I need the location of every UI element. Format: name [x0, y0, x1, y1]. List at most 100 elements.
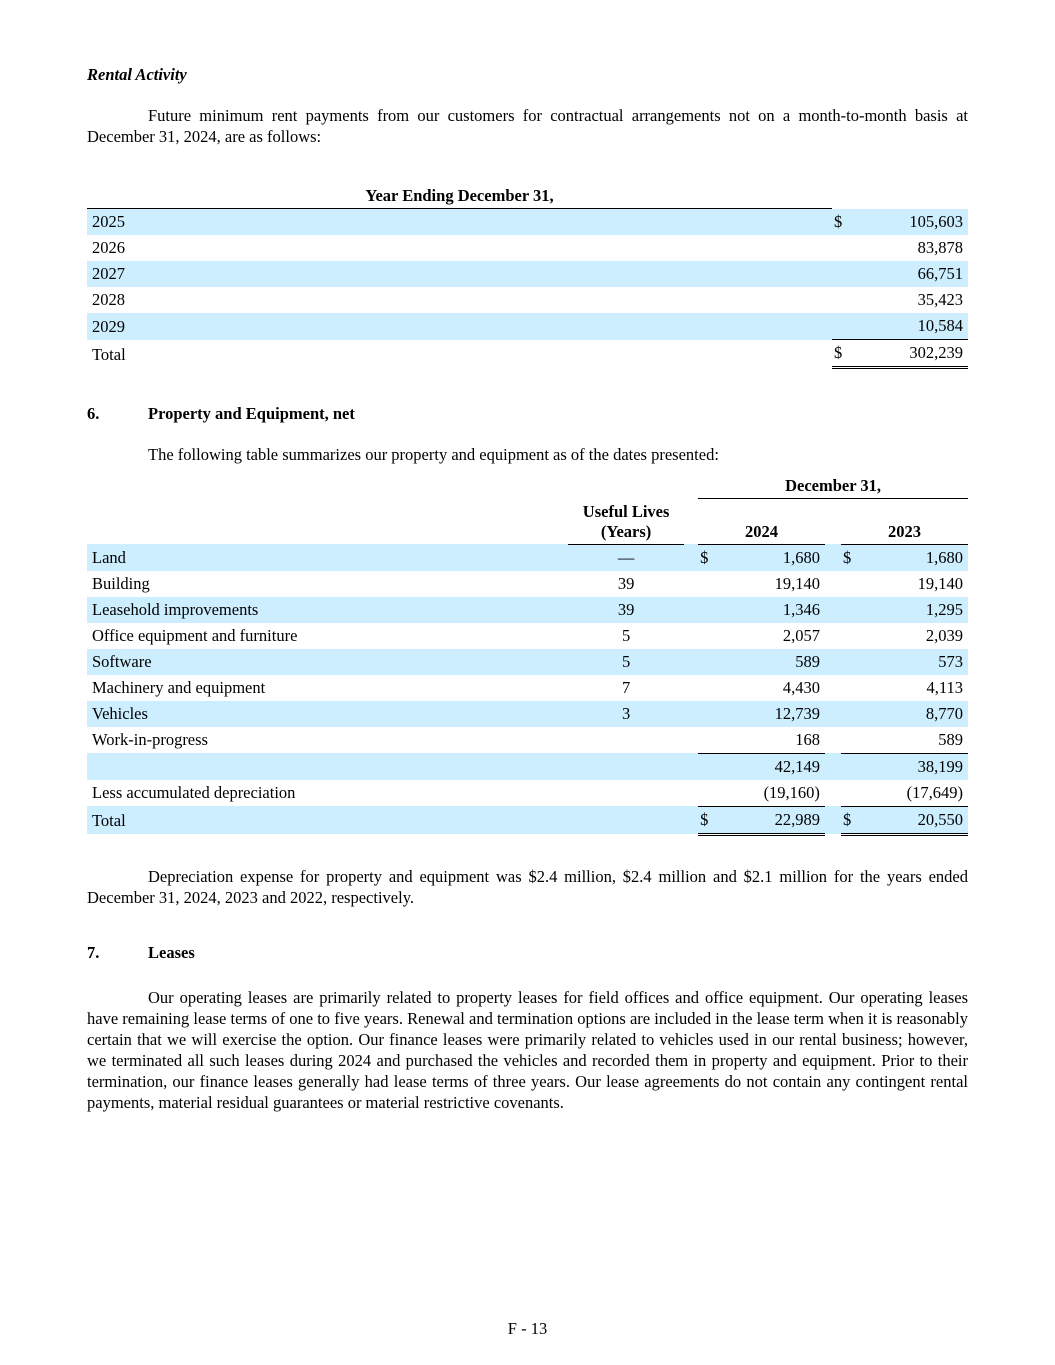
currency-symbol	[841, 752, 868, 780]
spacer	[825, 727, 841, 754]
total-label: Total	[92, 344, 126, 364]
currency-symbol	[841, 623, 867, 649]
currency-symbol	[698, 675, 724, 701]
useful-lives-cell: 39	[617, 599, 635, 619]
spacer	[684, 649, 698, 675]
year-label: 2028	[92, 290, 125, 309]
table-row: 2028 35,423	[87, 287, 968, 313]
currency-symbol	[832, 235, 858, 261]
useful-lives-line2: (Years)	[600, 521, 652, 541]
year-ending-header: Year Ending December 31,	[87, 183, 832, 209]
useful-lives-cell: 3	[621, 703, 631, 723]
asset-label: Office equipment and furniture	[92, 625, 298, 645]
currency-symbol	[698, 597, 724, 623]
amount-cell: 10,584	[917, 316, 963, 335]
useful-lives-line1: Useful Lives	[582, 501, 670, 521]
amount-2023-cell: 4,113	[926, 677, 963, 697]
table-row: Machinery and equipment 7 4,430 4,113	[87, 675, 968, 701]
year-2024-header: 2024	[698, 498, 825, 545]
currency-symbol	[698, 752, 725, 780]
subtotal-2024-cell: 42,149	[724, 752, 825, 780]
currency-symbol	[698, 571, 724, 597]
currency-symbol	[841, 701, 867, 727]
asset-label: Leasehold improvements	[92, 599, 259, 619]
spacer	[825, 780, 841, 807]
amount-2024-cell: (19,160)	[763, 782, 820, 802]
asset-label: Land	[92, 547, 126, 567]
subtotal-2023-cell: 38,199	[867, 752, 968, 780]
table-row: Vehicles 3 12,739 8,770	[87, 700, 968, 727]
asset-label: Software	[92, 651, 152, 671]
spacer	[684, 780, 698, 807]
header-spacer	[87, 499, 568, 545]
currency-symbol: $	[832, 339, 858, 369]
section-title: Property and Equipment, net	[148, 404, 355, 423]
rental-activity-heading: Rental Activity	[87, 65, 187, 84]
currency-symbol	[698, 623, 724, 649]
year-2023-header: 2023	[841, 498, 968, 545]
rental-intro-paragraph: Future minimum rent payments from our cu…	[87, 106, 968, 146]
useful-lives-cell: 5	[621, 625, 631, 645]
header-spacer	[858, 183, 968, 209]
currency-symbol	[832, 287, 858, 313]
table-header-row: Year Ending December 31,	[87, 183, 968, 209]
amount-2023-cell: 573	[938, 651, 963, 671]
useful-lives-cell: 7	[621, 677, 631, 697]
table-row: Land — $ 1,680 $ 1,680	[87, 544, 968, 571]
spacer	[684, 675, 698, 701]
table-row: 2026 83,878	[87, 235, 968, 261]
property-equipment-table: December 31, Useful Lives (Years) 2024 2…	[87, 473, 968, 836]
useful-lives-cell: 5	[621, 651, 631, 671]
spacer	[684, 544, 698, 571]
currency-symbol	[841, 727, 867, 754]
table-row: Office equipment and furniture 5 2,057 2…	[87, 623, 968, 649]
spacer	[825, 806, 841, 834]
amount-2023-cell: 2,039	[925, 625, 963, 645]
useful-lives-header: Useful Lives (Years)	[568, 498, 684, 545]
spacer	[825, 623, 841, 649]
amount-2023-cell: (17,649)	[906, 782, 963, 802]
amount-2024-cell: 19,140	[774, 573, 820, 593]
spacer	[684, 623, 698, 649]
amount-2024-cell: 168	[795, 729, 820, 749]
amount-2023-cell: 589	[938, 729, 963, 749]
spacer	[825, 701, 841, 727]
depreciation-paragraph: Depreciation expense for property and eq…	[87, 866, 968, 907]
currency-symbol: $	[700, 547, 709, 567]
section-6-heading: 6. Property and Equipment, net	[87, 403, 968, 424]
header-spacer	[684, 473, 698, 499]
year-label: 2026	[92, 238, 125, 257]
rent-payments-table: Year Ending December 31, 2025 $ 105,603 …	[87, 183, 968, 369]
currency-symbol	[698, 727, 724, 754]
asset-label	[87, 753, 568, 780]
header-spacer	[832, 183, 858, 209]
asset-label: Less accumulated depreciation	[92, 783, 296, 802]
header-spacer	[825, 499, 841, 545]
table-row: Less accumulated depreciation (19,160) (…	[87, 780, 968, 807]
spacer	[684, 571, 698, 597]
asset-label: Vehicles	[92, 703, 148, 723]
currency-symbol: $	[834, 212, 843, 231]
amount-cell: 83,878	[917, 238, 963, 257]
spacer	[825, 649, 841, 675]
amount-2024-cell: 4,430	[782, 677, 820, 697]
year-label: 2029	[92, 316, 125, 336]
table-row: 2029 10,584	[87, 313, 968, 340]
asset-label: Work-in-progress	[92, 730, 208, 749]
total-amount-cell: 302,239	[858, 339, 968, 369]
amount-2023-cell: 19,140	[917, 573, 963, 593]
leases-paragraph: Our operating leases are primarily relat…	[87, 987, 968, 1112]
currency-symbol	[698, 649, 724, 675]
amount-cell: 35,423	[917, 290, 963, 309]
currency-symbol: $	[841, 805, 868, 836]
spacer	[684, 597, 698, 623]
currency-symbol: $	[843, 547, 852, 567]
useful-lives-cell	[568, 753, 684, 780]
table-total-row: Total $ 22,989 $ 20,550	[87, 805, 968, 836]
spacer	[825, 544, 841, 571]
year-label: 2025	[92, 212, 125, 231]
section-number: 6.	[87, 404, 100, 423]
table-row: 2027 66,751	[87, 261, 968, 287]
currency-symbol	[841, 571, 867, 597]
